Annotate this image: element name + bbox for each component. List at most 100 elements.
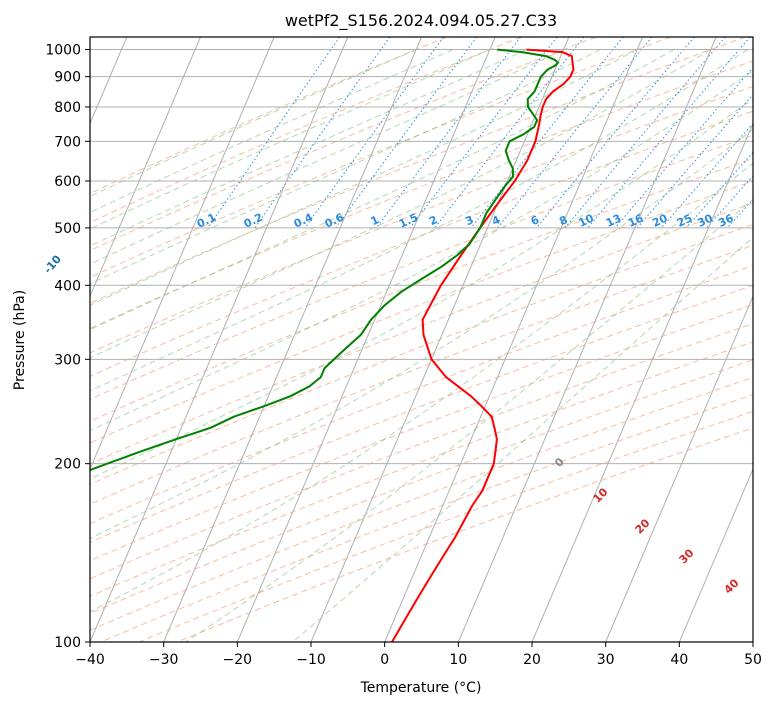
- moist-adiabat: [90, 49, 638, 306]
- dry-adiabat: [90, 37, 522, 224]
- mixing-ratio-label: 25: [675, 212, 694, 230]
- dry-adiabat: [90, 202, 753, 465]
- dry-adiabat: [90, 359, 753, 615]
- moist-adiabat-label: 20: [633, 516, 653, 536]
- y-tick-label: 1000: [45, 43, 81, 59]
- y-tick-label: 200: [54, 457, 81, 473]
- isotherm: [90, 37, 349, 642]
- mixing-ratio-label: 20: [650, 211, 670, 229]
- isotherm: [163, 37, 422, 642]
- x-tick-label: 10: [449, 652, 467, 668]
- dry-adiabat: [90, 341, 753, 597]
- mixing-ratio-label: 3: [463, 213, 475, 228]
- dry-adiabat: [90, 376, 753, 631]
- mixing-ratio-line: [661, 122, 753, 229]
- moist-adiabat-label: 30: [677, 546, 697, 566]
- mixing-ratio-line: [727, 198, 753, 229]
- mixing-ratio-label: 36: [716, 211, 736, 229]
- mixing-ratio-line: [375, 37, 521, 229]
- isotherm: [678, 467, 753, 642]
- isotherm: [310, 37, 570, 642]
- dry-adiabat: [90, 157, 753, 422]
- y-tick-label: 400: [54, 278, 81, 294]
- isotherm: [605, 295, 753, 642]
- mixing-ratio-line: [497, 37, 653, 229]
- moist-adiabat: [90, 49, 748, 392]
- moist-adiabat: [90, 49, 712, 359]
- y-tick-label: 500: [54, 221, 81, 237]
- mixing-ratio-label: 4: [490, 213, 503, 228]
- mixing-ratio-line: [536, 37, 695, 229]
- x-tick-label: 50: [744, 652, 762, 668]
- dry-adiabat: [90, 304, 753, 562]
- mixing-ratio-label: 30: [695, 211, 715, 229]
- dry-adiabat: [90, 244, 753, 505]
- dry-adiabat: [90, 110, 753, 377]
- x-tick-label: 40: [670, 652, 688, 668]
- moist-adiabat: [90, 98, 753, 480]
- mixing-ratio-label: 13: [604, 212, 623, 230]
- mixing-ratio-line: [207, 37, 341, 229]
- y-tick-label: 600: [54, 174, 81, 190]
- mixing-ratio-line: [434, 37, 585, 229]
- y-axis-label: Pressure (hPa): [12, 290, 28, 390]
- isotherm: [236, 37, 496, 642]
- moist-adiabat: [90, 49, 454, 214]
- x-tick-label: 30: [597, 652, 615, 668]
- dry-adiabat: [90, 60, 753, 330]
- mixing-ratio-line: [685, 151, 753, 229]
- mixing-ratio-line: [335, 37, 478, 229]
- moist-adiabat: [90, 70, 753, 432]
- moist-adiabat: [90, 162, 753, 613]
- moist-adiabat: [90, 49, 490, 230]
- moist-adiabat: [90, 49, 527, 247]
- chart-title: wetPf2_S156.2024.094.05.27.C33: [285, 11, 557, 31]
- moist-adiabat: [292, 236, 753, 642]
- dry-adiabat: [90, 180, 753, 444]
- mixing-ratio-line: [614, 66, 753, 229]
- mixing-ratio-label: 16: [626, 211, 646, 229]
- y-tick-label: 800: [54, 100, 81, 116]
- moist-adiabat: [90, 49, 564, 265]
- y-tick-label: 100: [54, 635, 81, 651]
- y-tick-label: 300: [54, 352, 81, 368]
- moist-adiabat-label: 40: [722, 576, 742, 596]
- temperature-profile: [391, 48, 575, 642]
- mixing-ratio-line: [470, 37, 624, 229]
- mixing-ratio-line: [254, 37, 391, 229]
- plot-frame: [89, 36, 754, 643]
- moist-adiabat: [90, 128, 753, 539]
- dry-adiabat: [90, 284, 753, 543]
- dry-adiabat-label: -10: [41, 252, 64, 276]
- isotherm: [384, 37, 643, 642]
- isotherm: [457, 37, 717, 642]
- isotherm: [90, 37, 201, 298]
- dry-adiabat: [90, 37, 746, 304]
- moist-adiabat: [90, 49, 675, 331]
- dry-adiabat: [90, 223, 753, 485]
- isotherm: [752, 640, 753, 642]
- x-tick-label: −30: [149, 652, 179, 668]
- mixing-ratio-line: [587, 37, 751, 229]
- dry-adiabat: [90, 134, 753, 400]
- moist-adiabat: [90, 49, 417, 197]
- dry-adiabat: [90, 37, 447, 195]
- mixing-ratio-line: [304, 37, 445, 229]
- x-tick-label: 0: [380, 652, 389, 668]
- isotherm: [90, 37, 275, 471]
- y-tick-label: 700: [54, 134, 81, 150]
- mixing-ratio-label: 6: [529, 213, 542, 228]
- mixing-ratio-label: 10: [577, 211, 597, 229]
- moist-adiabat-label: 10: [591, 485, 611, 505]
- x-tick-label: −40: [75, 652, 105, 668]
- moist-adiabat-label: 0: [552, 455, 567, 470]
- x-tick-label: −20: [223, 652, 253, 668]
- isotherm: [531, 122, 753, 642]
- y-tick-label: 900: [54, 70, 81, 86]
- mixing-ratio-line: [636, 93, 753, 229]
- dry-adiabat: [90, 85, 753, 354]
- x-axis-label: Temperature (°C): [360, 680, 482, 696]
- x-tick-label: −10: [296, 652, 326, 668]
